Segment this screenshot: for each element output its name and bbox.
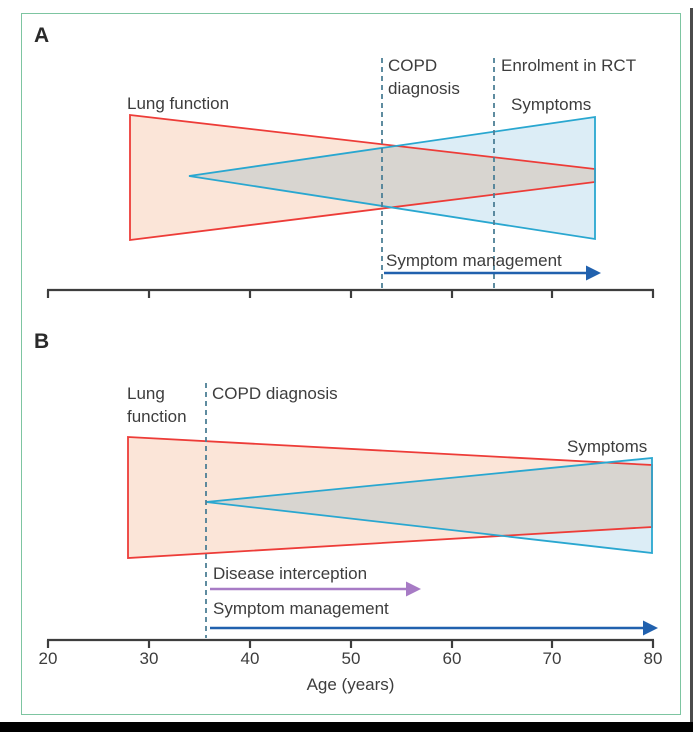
symptoms-label-b: Symptoms	[567, 437, 648, 456]
age-tick-label-80: 80	[643, 649, 663, 668]
symptoms-label-a: Symptoms	[511, 95, 592, 114]
symptoms-funnel-b-outline	[205, 457, 653, 555]
copd-diagnosis-label-a-line2: diagnosis	[388, 79, 460, 98]
panel-b-shapes	[46, 383, 658, 648]
page-bottom-bar	[0, 722, 693, 732]
age-tick-label-30: 30	[139, 649, 159, 668]
symptom-management-label-a: Symptom management	[386, 251, 562, 270]
age-tick-label-50: 50	[341, 649, 361, 668]
age-axis-b	[46, 638, 655, 648]
symptom-management-arrow-b-head	[643, 620, 658, 636]
copd-diagnosis-label-a-line1: COPD	[388, 56, 438, 75]
age-tick-label-70: 70	[542, 649, 562, 668]
panel-a-letter: A	[34, 24, 50, 47]
page-right-edge-line	[690, 8, 693, 722]
panel-a-shapes	[46, 58, 655, 298]
age-axis-a	[46, 288, 655, 298]
symptom-management-arrow-a-head	[586, 265, 601, 281]
lung-function-label-a: Lung function	[127, 94, 230, 113]
age-tick-label-60: 60	[442, 649, 462, 668]
symptoms-funnel-a-outline	[188, 115, 596, 241]
panel-b-letter: B	[34, 330, 50, 353]
symptoms-funnel-b-fill	[206, 458, 652, 553]
copd-diagnosis-label-b: COPD diagnosis	[212, 384, 338, 403]
enrolment-rct-label: Enrolment in RCT	[501, 56, 637, 75]
disease-interception-arrow-head	[406, 581, 421, 597]
lung-function-label-b-line2: function	[127, 407, 187, 426]
age-tick-label-20: 20	[38, 649, 58, 668]
age-tick-label-40: 40	[240, 649, 260, 668]
disease-interception-label: Disease interception	[213, 564, 368, 583]
age-axis-title: Age (years)	[306, 675, 395, 694]
lung-function-label-b: Lung function	[127, 382, 187, 428]
lung-function-label-b-line1: Lung	[127, 384, 165, 403]
copd-diagnosis-label-a: COPD diagnosis	[388, 54, 460, 100]
symptom-management-label-b: Symptom management	[213, 599, 389, 618]
symptoms-funnel-a-fill	[189, 117, 595, 239]
